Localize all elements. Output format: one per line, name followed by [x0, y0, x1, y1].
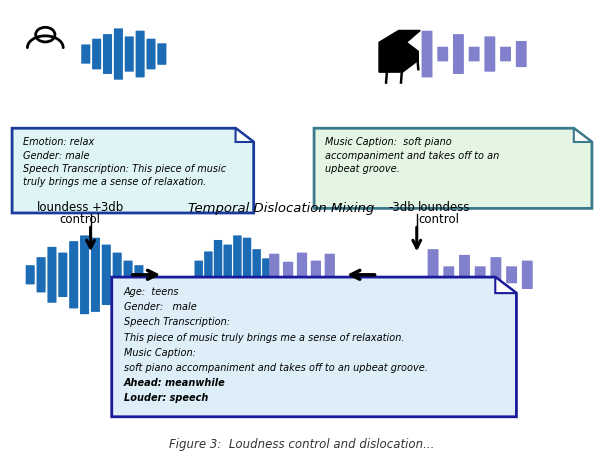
FancyBboxPatch shape [522, 261, 533, 289]
Polygon shape [574, 128, 592, 142]
Text: Ahead: meanwhile: Ahead: meanwhile [124, 378, 225, 388]
Text: Age:  teens: Age: teens [124, 287, 179, 297]
Text: Gender:   male: Gender: male [124, 302, 196, 312]
Text: control: control [59, 213, 100, 226]
FancyBboxPatch shape [325, 254, 335, 296]
FancyBboxPatch shape [506, 267, 517, 283]
Text: Louder: speech: Louder: speech [124, 393, 208, 403]
FancyBboxPatch shape [48, 247, 57, 303]
Polygon shape [112, 277, 516, 417]
FancyBboxPatch shape [114, 28, 123, 80]
Text: Temporal Dislocation Mixing: Temporal Dislocation Mixing [188, 202, 374, 215]
FancyBboxPatch shape [453, 34, 464, 74]
Text: loundess: loundess [418, 201, 471, 214]
Text: +3db: +3db [92, 201, 124, 214]
FancyBboxPatch shape [135, 265, 144, 284]
FancyBboxPatch shape [204, 251, 213, 298]
FancyBboxPatch shape [500, 47, 511, 61]
FancyBboxPatch shape [194, 261, 203, 289]
FancyBboxPatch shape [69, 241, 79, 309]
Text: Music Caption:  soft piano
accompaniment and takes off to an
upbeat groove.: Music Caption: soft piano accompaniment … [325, 137, 499, 174]
FancyBboxPatch shape [269, 254, 279, 296]
FancyBboxPatch shape [484, 37, 495, 71]
FancyBboxPatch shape [422, 31, 432, 77]
FancyBboxPatch shape [283, 262, 294, 288]
Text: Emotion: relax
Gender: male
Speech Transcription: This piece of music
truly brin: Emotion: relax Gender: male Speech Trans… [23, 137, 226, 187]
FancyBboxPatch shape [81, 44, 90, 64]
Text: control: control [418, 213, 459, 226]
Text: soft piano accompaniment and takes off to an upbeat groove.: soft piano accompaniment and takes off t… [124, 363, 428, 373]
FancyBboxPatch shape [112, 253, 122, 297]
FancyBboxPatch shape [443, 267, 454, 283]
Polygon shape [379, 30, 420, 43]
FancyBboxPatch shape [428, 249, 439, 300]
FancyBboxPatch shape [26, 265, 35, 284]
FancyBboxPatch shape [469, 47, 480, 61]
FancyBboxPatch shape [437, 47, 448, 61]
Polygon shape [12, 128, 254, 213]
Text: Music Caption:: Music Caption: [124, 348, 196, 358]
Text: loundess: loundess [37, 201, 89, 214]
FancyBboxPatch shape [262, 258, 271, 291]
Text: This piece of music truly brings me a sense of relaxation.: This piece of music truly brings me a se… [124, 333, 404, 343]
Polygon shape [236, 128, 254, 142]
FancyBboxPatch shape [146, 39, 155, 70]
FancyBboxPatch shape [123, 261, 132, 289]
FancyBboxPatch shape [223, 245, 232, 305]
Text: Figure 3:  Loudness control and dislocation...: Figure 3: Loudness control and dislocati… [169, 438, 435, 451]
FancyBboxPatch shape [475, 267, 486, 283]
FancyBboxPatch shape [101, 245, 111, 305]
Polygon shape [495, 277, 516, 293]
FancyBboxPatch shape [311, 261, 321, 289]
FancyBboxPatch shape [214, 240, 222, 310]
FancyBboxPatch shape [252, 249, 261, 300]
FancyBboxPatch shape [157, 43, 166, 65]
FancyBboxPatch shape [516, 41, 527, 67]
FancyBboxPatch shape [459, 255, 470, 295]
Polygon shape [314, 128, 592, 208]
FancyBboxPatch shape [297, 253, 307, 297]
FancyBboxPatch shape [135, 31, 145, 77]
FancyBboxPatch shape [103, 34, 112, 74]
FancyBboxPatch shape [233, 235, 242, 314]
Text: -3db: -3db [389, 201, 416, 214]
FancyBboxPatch shape [37, 257, 46, 293]
FancyBboxPatch shape [91, 238, 100, 312]
FancyBboxPatch shape [92, 39, 101, 70]
FancyBboxPatch shape [124, 37, 133, 71]
FancyBboxPatch shape [80, 235, 89, 314]
FancyBboxPatch shape [490, 257, 501, 293]
Polygon shape [379, 43, 418, 72]
FancyBboxPatch shape [243, 238, 251, 312]
Text: Speech Transcription:: Speech Transcription: [124, 317, 230, 327]
FancyBboxPatch shape [58, 253, 68, 297]
